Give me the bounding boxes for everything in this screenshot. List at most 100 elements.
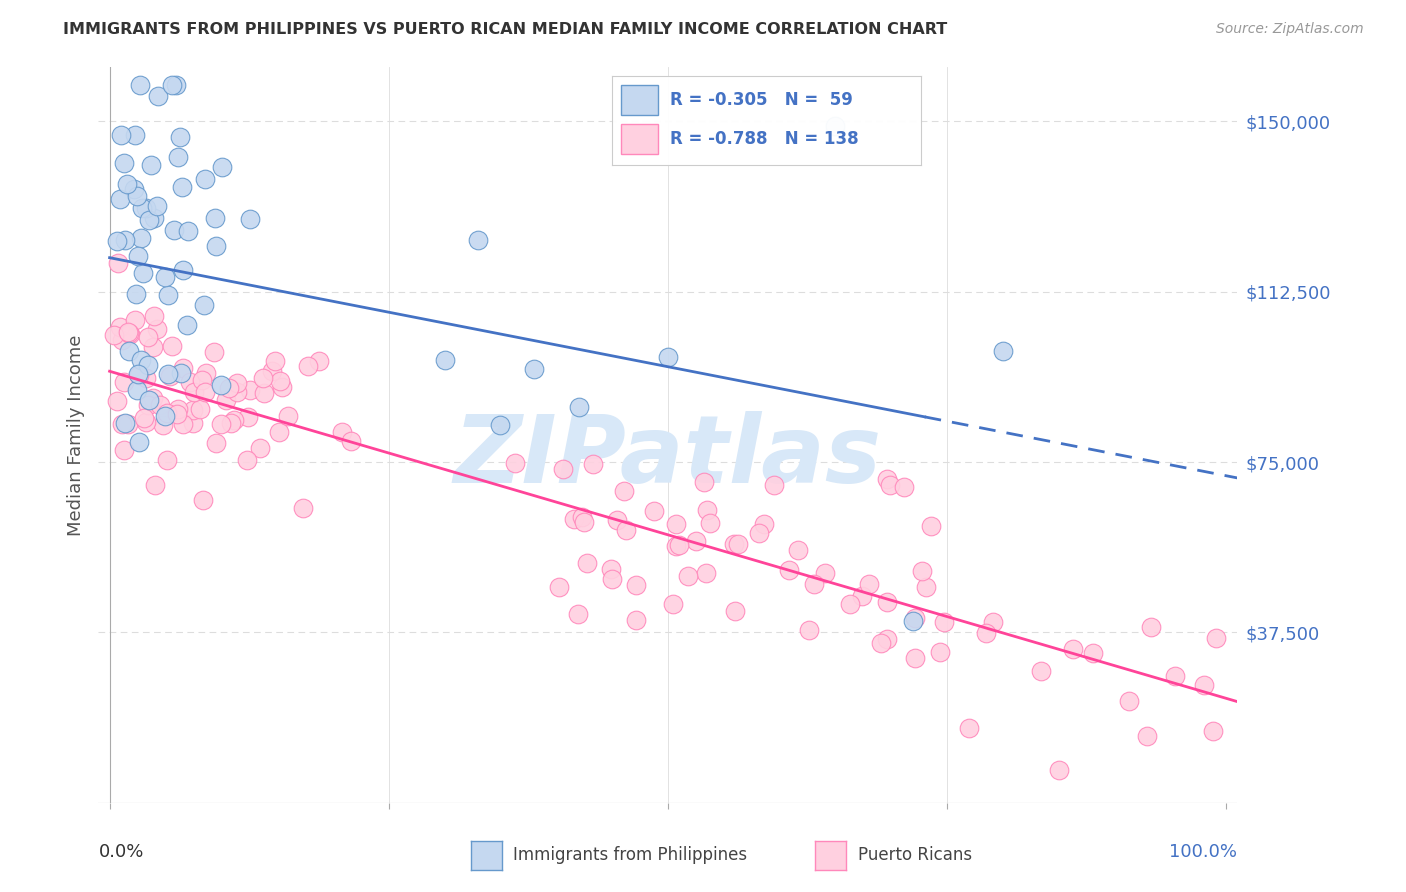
Text: 100.0%: 100.0% [1170,843,1237,862]
Point [920,519,942,533]
Point [107,256,129,270]
Point [263,354,285,368]
Text: Puerto Ricans: Puerto Ricans [858,847,972,864]
Point [665,540,688,554]
Point [193,298,215,312]
Point [117,178,139,192]
Point [803,576,825,591]
Point [183,385,205,400]
Point [1205,631,1227,645]
Point [112,376,135,390]
Point [567,607,589,621]
Text: 0.0%: 0.0% [98,843,143,862]
Point [724,604,747,618]
Point [489,418,512,433]
Point [193,172,215,186]
Point [903,614,925,628]
Point [108,192,131,206]
Point [111,333,134,347]
Point [236,452,259,467]
Point [763,478,786,492]
Point [911,565,934,579]
Point [165,78,187,92]
Point [125,287,148,301]
Point [103,327,125,342]
Point [139,395,162,409]
Point [105,234,128,248]
Point [156,452,179,467]
Point [748,525,770,540]
Point [142,211,165,225]
Point [893,480,915,494]
Point [238,410,260,425]
Point [567,400,589,414]
Point [136,358,159,372]
Point [904,650,927,665]
Point [576,556,599,570]
Point [152,418,174,433]
Point [723,537,745,551]
Point [166,402,188,417]
Point [1083,646,1105,660]
Point [1118,693,1140,707]
Point [699,516,721,530]
Point [904,610,927,624]
Point [797,623,820,637]
Point [179,375,201,389]
Point [668,538,690,552]
Point [824,119,846,133]
Point [340,434,363,449]
Point [127,249,149,263]
Point [194,366,217,380]
Point [297,359,319,374]
Point [143,478,166,492]
Point [269,425,291,439]
Point [155,270,177,285]
Point [146,321,169,335]
Point [249,441,271,455]
Point [957,722,980,736]
Point [117,417,139,431]
Point [153,409,176,423]
Point [204,211,226,225]
Bar [621,124,658,154]
Point [467,233,489,247]
Point [695,566,717,580]
Point [138,212,160,227]
Point [129,353,152,368]
Point [1047,763,1070,777]
Point [148,88,170,103]
Point [170,366,193,380]
Point [205,435,228,450]
Point [218,381,240,395]
Point [135,415,157,429]
Point [332,425,354,439]
Point [125,188,148,202]
Point [118,326,141,340]
Point [239,211,262,226]
Point [876,595,898,609]
Point [308,353,330,368]
Point [222,413,245,427]
Point [129,231,152,245]
Text: Immigrants from Philippines: Immigrants from Philippines [513,847,748,864]
Point [142,340,165,354]
Point [858,577,880,591]
Point [117,326,139,340]
Point [1192,678,1215,692]
Point [209,377,232,392]
Point [125,383,148,397]
Point [114,417,136,431]
Text: ZIPatlas: ZIPatlas [454,411,882,503]
Point [219,416,242,430]
Point [600,562,623,576]
Point [215,393,238,408]
Point [252,371,274,385]
Point [614,523,637,537]
Point [271,380,294,394]
Point [131,201,153,215]
Point [159,369,181,384]
Point [602,572,624,586]
Point [177,224,200,238]
Point [142,309,165,323]
